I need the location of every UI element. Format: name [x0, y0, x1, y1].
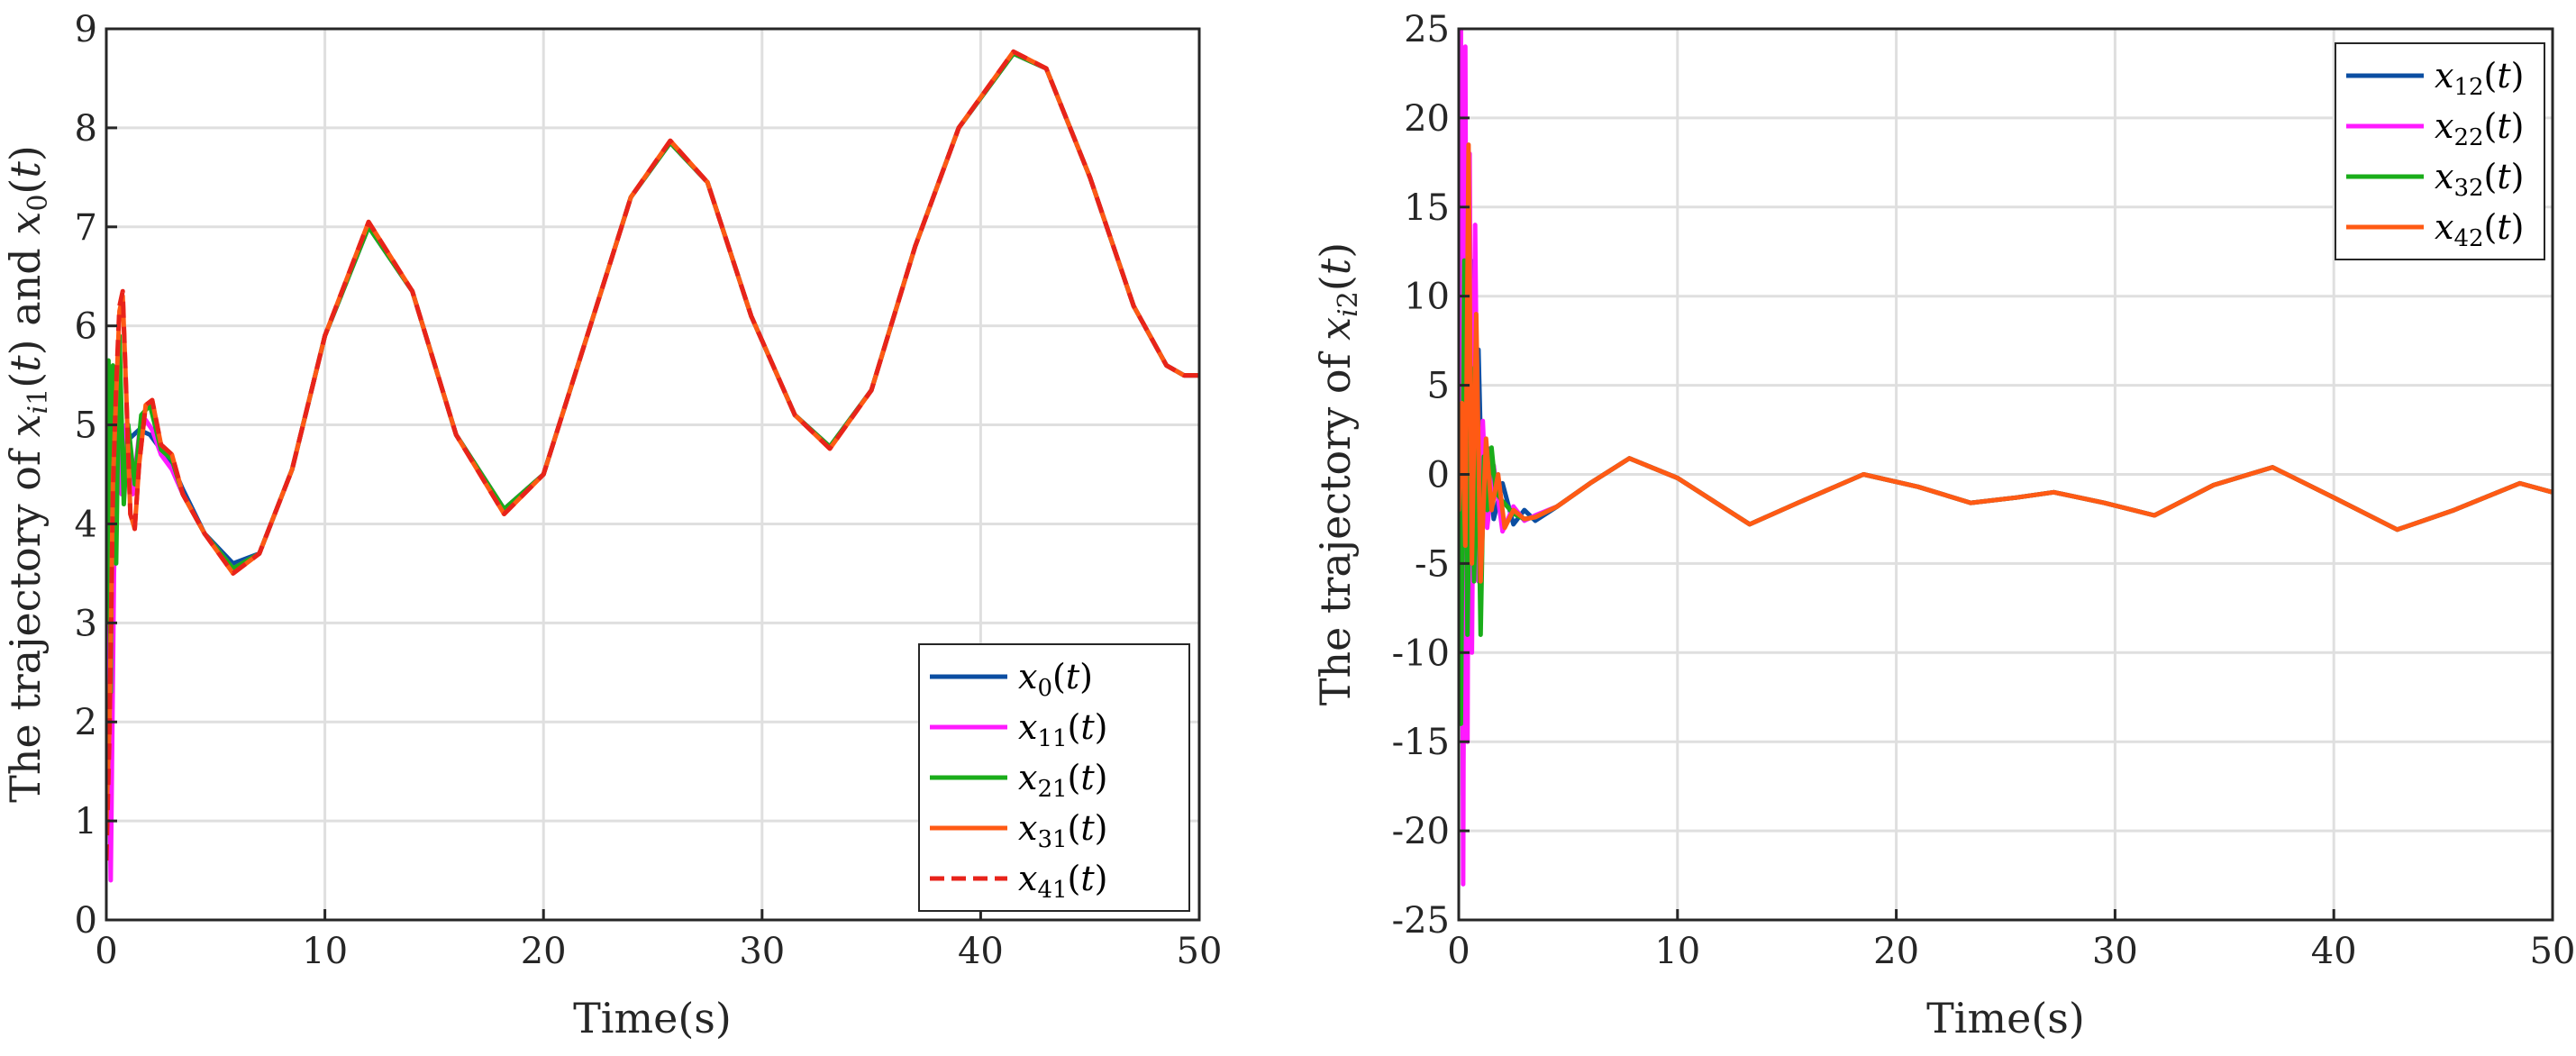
left-gridlines: [106, 29, 1199, 920]
series-line-x41t: [106, 49, 1199, 861]
right-x-axis-label: Time(s): [1926, 994, 2085, 1042]
right-x-tick-label: 30: [2092, 931, 2138, 972]
right-x-tick-label: 10: [1654, 931, 1700, 972]
left-y-tick-label: 8: [75, 108, 97, 150]
right-y-tick-label: 0: [1427, 455, 1450, 496]
right-legend-label: x12(t): [2435, 56, 2524, 101]
right-y-tick-label: 15: [1404, 187, 1450, 229]
series-line-x21t: [106, 51, 1199, 695]
series-line-x32t: [1459, 258, 2553, 726]
right-y-tick-label: -10: [1392, 633, 1450, 674]
right-legend-label: x22(t): [2435, 106, 2524, 151]
left-x-tick-label: 30: [739, 931, 785, 972]
left-legend-label: x11(t): [1018, 707, 1107, 752]
left-y-tick-label: 3: [75, 603, 97, 644]
left-x-tick-label: 40: [958, 931, 1004, 972]
left-axes-frame: [105, 27, 1201, 922]
series-line-x42t: [1459, 142, 2553, 584]
left-y-tick-label: 7: [75, 207, 97, 249]
right-series: [1459, 29, 2553, 887]
left-x-tick-label: 0: [95, 931, 117, 972]
left-y-ticks: 0 1 2 3 4 5 6 7 8 9: [75, 9, 117, 942]
right-legend-box: [2335, 42, 2545, 260]
right-y-ticks: 25 20 15 10 5 0 -5 -10 -15 -20 -25: [1392, 9, 1470, 942]
right-y-tick-label: -5: [1415, 543, 1450, 585]
left-legend-label: x31(t): [1018, 808, 1107, 853]
right-legend-label: x42(t): [2435, 207, 2524, 252]
right-x-tick-label: 50: [2530, 931, 2576, 972]
right-legend: x12(t) x22(t) x32(t) x42(t): [2335, 42, 2545, 260]
right-y-tick-label: 20: [1404, 98, 1450, 140]
left-x-axis-label: Time(s): [573, 994, 732, 1042]
right-x-ticks: 0 10 20 30 40 50: [1447, 909, 2575, 972]
left-legend-label: x0(t): [1018, 657, 1093, 702]
right-legend-label: x32(t): [2435, 157, 2524, 202]
right-y-tick-label: 5: [1427, 366, 1450, 407]
left-y-tick-label: 2: [75, 702, 97, 743]
right-x-tick-label: 40: [2311, 931, 2357, 972]
left-x-tick-label: 10: [302, 931, 348, 972]
left-y-tick-label: 1: [75, 801, 97, 842]
series-line-x0t: [106, 51, 1199, 566]
right-y-tick-label: -20: [1392, 811, 1450, 852]
left-y-tick-label: 4: [75, 504, 97, 545]
left-legend: x0(t) x11(t) x21(t) x31(t) x41(t): [918, 643, 1190, 912]
left-legend-label: x41(t): [1018, 859, 1107, 904]
left-x-tick-label: 20: [521, 931, 567, 972]
right-y-axis-label: The trajectory of xi2(t): [1311, 242, 1364, 706]
right-x-tick-label: 0: [1447, 931, 1470, 972]
right-y-tick-label: 10: [1404, 277, 1450, 318]
left-series: [106, 49, 1199, 883]
right-y-tick-label: -15: [1392, 722, 1450, 763]
right-x-tick-label: 20: [1873, 931, 1919, 972]
left-x-ticks: 0 10 20 30 40 50: [95, 909, 1222, 972]
left-y-axis-label: The trajectory of xi1(t) and x0(t): [1, 145, 54, 803]
left-y-tick-label: 5: [75, 405, 97, 447]
left-y-tick-label: 9: [75, 9, 97, 50]
right-y-tick-label: 25: [1404, 9, 1450, 50]
left-x-tick-label: 50: [1177, 931, 1223, 972]
left-y-tick-label: 0: [75, 900, 97, 942]
left-y-tick-label: 6: [75, 306, 97, 348]
left-chart: 0 10 20 30 40 50 0 1 2 3 4 5 6 7 8 9 Time(s) The traje…: [1, 9, 1222, 1042]
left-legend-label: x21(t): [1018, 758, 1107, 803]
right-y-tick-label: -25: [1392, 900, 1450, 942]
